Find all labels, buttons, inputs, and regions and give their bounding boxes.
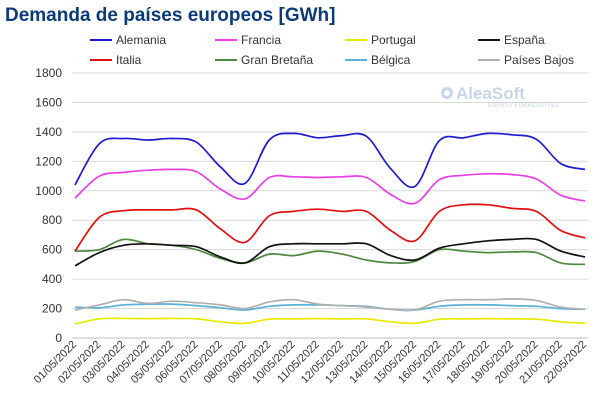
y-tick-label: 1600: [35, 95, 62, 109]
legend: Alemania Francia Portugal España Italia Gran …: [90, 33, 574, 67]
y-axis-tick-labels: 0 200 400 600 800 1000 1200 1400 1600 1800: [35, 66, 62, 345]
y-tick-label: 200: [42, 302, 62, 316]
legend-label-belgica: Bélgica: [371, 53, 411, 67]
legend-label-portugal: Portugal: [371, 33, 416, 47]
y-tick-label: 400: [42, 272, 62, 286]
series-line-alemania: [74, 132, 586, 189]
y-tick-label: 1800: [35, 66, 62, 80]
legend-label-paises-bajos: Países Bajos: [504, 53, 574, 67]
y-tick-label: 1000: [35, 184, 62, 198]
y-tick-label: 1400: [35, 125, 62, 139]
legend-label-alemania: Alemania: [116, 33, 166, 47]
grid: [72, 72, 588, 339]
series-line-paises-bajos: [74, 298, 586, 312]
y-tick-label: 1200: [35, 154, 62, 168]
y-tick-label: 0: [55, 331, 62, 345]
legend-label-francia: Francia: [241, 33, 281, 47]
legend-label-italia: Italia: [116, 53, 142, 67]
aleasoft-logo: AleaSoft ENERGY FORECASTING: [441, 84, 559, 109]
y-tick-label: 600: [42, 243, 62, 257]
x-axis-tick-labels: 01/05/202202/05/202203/05/202204/05/2022…: [32, 339, 589, 386]
series-line-italia: [74, 203, 586, 252]
legend-label-espana: España: [504, 33, 545, 47]
series-line-francia: [74, 168, 586, 205]
series-line-portugal: [74, 317, 586, 325]
series-lines: [74, 132, 586, 325]
logo-tagline: ENERGY FORECASTING: [488, 103, 559, 109]
series-line-espana: [74, 237, 586, 267]
y-tick-label: 800: [42, 213, 62, 227]
chart-title: Demanda de países europeos [GWh]: [5, 5, 336, 26]
legend-label-gran-bretana: Gran Bretaña: [241, 53, 313, 67]
logo-name: AleaSoft: [456, 84, 525, 103]
